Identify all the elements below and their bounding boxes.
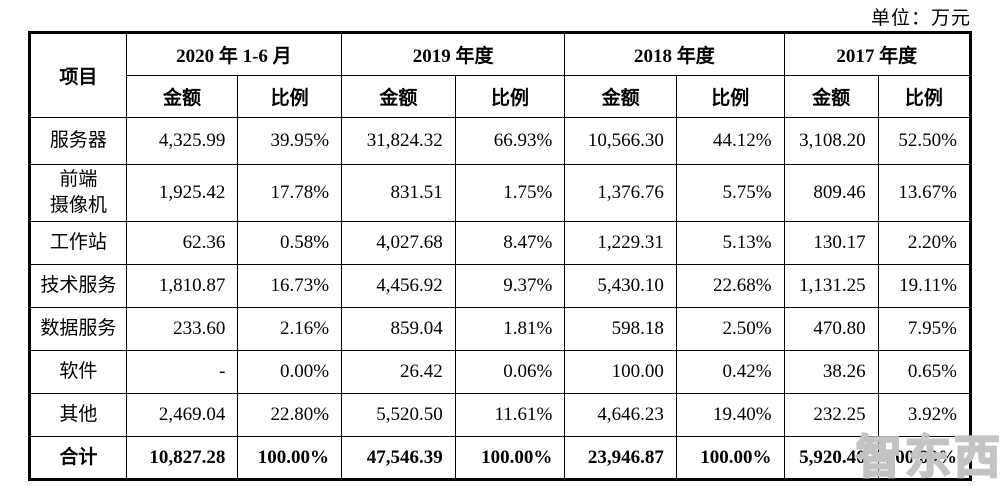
- cell-amount: 130.17: [783, 221, 879, 265]
- cell-ratio: 11.61%: [454, 393, 566, 437]
- table-row-data-service: 数据服务 233.60 2.16% 859.04 1.81% 598.18 2.…: [29, 307, 972, 351]
- cell-amount: 859.04: [341, 307, 456, 351]
- period-header-2018: 2018 年度: [564, 32, 785, 76]
- cell-amount: 470.80: [783, 307, 879, 351]
- cell-amount: 598.18: [564, 307, 677, 351]
- cell-ratio: 52.50%: [877, 117, 972, 165]
- ratio-subheader-2020: 比例: [237, 75, 343, 118]
- cell-amount: -: [125, 350, 239, 394]
- cell-ratio: 19.11%: [877, 264, 972, 308]
- cell-ratio: 0.06%: [454, 350, 566, 394]
- cell-amount: 4,646.23: [564, 393, 677, 437]
- revenue-composition-table: 项目 2020 年 1-6 月 2019 年度 2018 年度 2017 年度 …: [28, 31, 972, 481]
- cell-ratio: 3.92%: [877, 393, 972, 437]
- cell-ratio: 66.93%: [454, 117, 566, 165]
- cell-amount: 4,027.68: [341, 221, 456, 265]
- ratio-subheader-2017: 比例: [877, 75, 972, 118]
- table-row-total: 合计 10,827.28 100.00% 47,546.39 100.00% 2…: [29, 436, 972, 480]
- period-header-2019: 2019 年度: [341, 32, 566, 76]
- cell-ratio: 17.78%: [237, 164, 343, 222]
- period-header-2017: 2017 年度: [783, 32, 972, 76]
- cell-amount: 3,108.20: [783, 117, 879, 165]
- table-row-frontend-camera: 前端 摄像机 1,925.42 17.78% 831.51 1.75% 1,37…: [29, 164, 972, 222]
- amount-subheader-2018: 金额: [564, 75, 677, 118]
- cell-ratio: 9.37%: [454, 264, 566, 308]
- cell-ratio: 13.67%: [877, 164, 972, 222]
- cell-amount: 232.25: [783, 393, 879, 437]
- cell-amount: 23,946.87: [564, 436, 677, 480]
- cell-amount: 38.26: [783, 350, 879, 394]
- cell-ratio: 39.95%: [237, 117, 343, 165]
- row-item-label: 其他: [29, 393, 127, 437]
- cell-ratio: 100.00%: [877, 436, 972, 480]
- table-row-workstation: 工作站 62.36 0.58% 4,027.68 8.47% 1,229.31 …: [29, 221, 972, 265]
- amount-subheader-2019: 金额: [341, 75, 456, 118]
- cell-ratio: 2.16%: [237, 307, 343, 351]
- cell-ratio: 5.13%: [675, 221, 785, 265]
- cell-amount: 31,824.32: [341, 117, 456, 165]
- cell-ratio: 100.00%: [454, 436, 566, 480]
- cell-ratio: 16.73%: [237, 264, 343, 308]
- period-header-2020: 2020 年 1-6 月: [125, 32, 343, 76]
- cell-ratio: 0.58%: [237, 221, 343, 265]
- cell-amount: 1,376.76: [564, 164, 677, 222]
- cell-ratio: 2.20%: [877, 221, 972, 265]
- cell-ratio: 7.95%: [877, 307, 972, 351]
- cell-amount: 233.60: [125, 307, 239, 351]
- cell-amount: 1,925.42: [125, 164, 239, 222]
- cell-ratio: 22.80%: [237, 393, 343, 437]
- cell-amount: 10,566.30: [564, 117, 677, 165]
- amount-subheader-2020: 金额: [125, 75, 239, 118]
- row-item-label: 服务器: [29, 117, 127, 165]
- cell-ratio: 100.00%: [237, 436, 343, 480]
- row-item-label: 软件: [29, 350, 127, 394]
- cell-amount: 5,520.50: [341, 393, 456, 437]
- cell-ratio: 0.00%: [237, 350, 343, 394]
- cell-ratio: 0.65%: [877, 350, 972, 394]
- cell-amount: 100.00: [564, 350, 677, 394]
- cell-amount: 62.36: [125, 221, 239, 265]
- ratio-subheader-2019: 比例: [454, 75, 566, 118]
- cell-amount: 831.51: [341, 164, 456, 222]
- cell-amount: 26.42: [341, 350, 456, 394]
- cell-amount: 1,229.31: [564, 221, 677, 265]
- item-column-header: 项目: [29, 32, 127, 118]
- cell-amount: 10,827.28: [125, 436, 239, 480]
- cell-ratio: 2.50%: [675, 307, 785, 351]
- cell-amount: 4,456.92: [341, 264, 456, 308]
- table-row-technical-service: 技术服务 1,810.87 16.73% 4,456.92 9.37% 5,43…: [29, 264, 972, 308]
- row-item-label: 工作站: [29, 221, 127, 265]
- ratio-subheader-2018: 比例: [675, 75, 785, 118]
- cell-amount: 1,131.25: [783, 264, 879, 308]
- cell-ratio: 100.00%: [675, 436, 785, 480]
- cell-ratio: 8.47%: [454, 221, 566, 265]
- row-item-label: 技术服务: [29, 264, 127, 308]
- cell-amount: 809.46: [783, 164, 879, 222]
- cell-amount: 47,546.39: [341, 436, 456, 480]
- cell-amount: 1,810.87: [125, 264, 239, 308]
- cell-ratio: 22.68%: [675, 264, 785, 308]
- cell-amount: 5,920.40: [783, 436, 879, 480]
- cell-ratio: 5.75%: [675, 164, 785, 222]
- cell-amount: 2,469.04: [125, 393, 239, 437]
- amount-subheader-2017: 金额: [783, 75, 879, 118]
- table-row-software: 软件 - 0.00% 26.42 0.06% 100.00 0.42% 38.2…: [29, 350, 972, 394]
- cell-amount: 5,430.10: [564, 264, 677, 308]
- cell-ratio: 19.40%: [675, 393, 785, 437]
- cell-ratio: 1.81%: [454, 307, 566, 351]
- row-item-label: 数据服务: [29, 307, 127, 351]
- cell-ratio: 44.12%: [675, 117, 785, 165]
- cell-ratio: 1.75%: [454, 164, 566, 222]
- row-item-label: 前端 摄像机: [29, 164, 127, 222]
- row-item-label: 合计: [29, 436, 127, 480]
- cell-amount: 4,325.99: [125, 117, 239, 165]
- unit-label: 单位：万元: [870, 8, 971, 29]
- table-row-other: 其他 2,469.04 22.80% 5,520.50 11.61% 4,646…: [29, 393, 972, 437]
- table-row-server: 服务器 4,325.99 39.95% 31,824.32 66.93% 10,…: [29, 117, 972, 165]
- cell-ratio: 0.42%: [675, 350, 785, 394]
